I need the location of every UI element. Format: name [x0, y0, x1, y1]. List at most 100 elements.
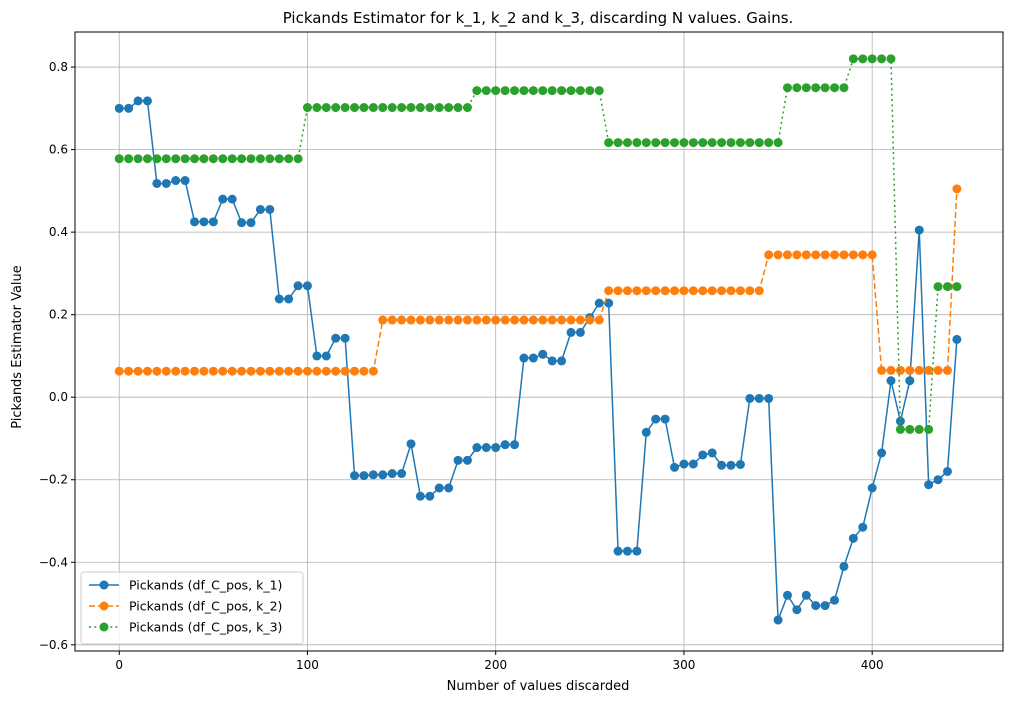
data-point	[491, 443, 501, 453]
y-tick-label: 0.4	[49, 225, 68, 239]
x-tick-label: 200	[484, 658, 507, 672]
data-point	[481, 86, 491, 96]
data-point	[688, 286, 698, 296]
data-point	[867, 54, 877, 64]
data-point	[867, 483, 877, 493]
data-point	[613, 138, 623, 148]
data-point	[331, 366, 341, 376]
data-point	[124, 103, 134, 113]
data-point	[745, 138, 755, 148]
data-point	[895, 424, 905, 434]
x-tick-label: 0	[115, 658, 123, 672]
data-point	[538, 86, 548, 96]
data-point	[246, 154, 256, 164]
data-point	[952, 334, 962, 344]
data-point	[848, 250, 858, 260]
legend: Pickands (df_C_pos, k_1) Pickands (df_C_p…	[80, 571, 304, 645]
data-point	[444, 483, 454, 493]
data-point	[735, 138, 745, 148]
data-point	[820, 83, 830, 93]
data-point	[801, 590, 811, 600]
data-point	[397, 469, 407, 479]
data-point	[632, 138, 642, 148]
data-point	[180, 366, 190, 376]
data-point	[425, 315, 435, 325]
data-point	[378, 315, 388, 325]
data-point	[773, 615, 783, 625]
data-point	[717, 460, 727, 470]
data-point	[933, 475, 943, 485]
data-point	[651, 138, 661, 148]
data-point	[218, 366, 228, 376]
data-point	[641, 286, 651, 296]
data-point	[942, 365, 952, 375]
data-point	[538, 349, 548, 359]
data-point	[641, 138, 651, 148]
data-point	[255, 204, 265, 214]
data-point	[491, 86, 501, 96]
data-point	[481, 315, 491, 325]
data-point	[811, 601, 821, 611]
x-axis-label: Number of values discarded	[447, 679, 630, 694]
data-point	[707, 286, 717, 296]
data-point	[161, 178, 171, 188]
data-point	[387, 103, 397, 113]
data-point	[340, 333, 350, 343]
legend-item: Pickands (df_C_pos, k_3)	[89, 620, 282, 635]
data-point	[886, 376, 896, 386]
data-point	[425, 103, 435, 113]
data-point	[321, 366, 331, 376]
data-point	[585, 86, 595, 96]
data-point	[124, 154, 134, 164]
data-point	[867, 250, 877, 260]
data-point	[858, 250, 868, 260]
data-point	[877, 365, 887, 375]
data-point	[905, 365, 915, 375]
data-point	[171, 366, 181, 376]
data-point	[773, 250, 783, 260]
data-point	[302, 281, 312, 291]
data-point	[190, 154, 200, 164]
data-point	[660, 286, 670, 296]
data-point	[604, 138, 614, 148]
data-point	[142, 96, 152, 106]
data-point	[914, 424, 924, 434]
plot-frame	[74, 31, 1004, 652]
data-point	[491, 315, 501, 325]
data-point	[688, 138, 698, 148]
data-point	[152, 366, 162, 376]
data-point	[415, 103, 425, 113]
x-tick-label: 400	[861, 658, 884, 672]
legend-item: Pickands (df_C_pos, k_2)	[89, 599, 282, 614]
data-point	[321, 351, 331, 361]
series-2	[114, 184, 962, 376]
data-point	[830, 250, 840, 260]
y-tick-label: 0.2	[49, 308, 68, 322]
data-point	[585, 315, 595, 325]
data-point	[528, 315, 538, 325]
y-tick-label: −0.6	[39, 638, 68, 652]
data-point	[350, 103, 360, 113]
data-point	[679, 138, 689, 148]
data-point	[820, 250, 830, 260]
data-point	[142, 154, 152, 164]
data-point	[651, 414, 661, 424]
data-point	[406, 103, 416, 113]
data-point	[500, 440, 510, 450]
legend-item: Pickands (df_C_pos, k_1)	[89, 578, 282, 593]
data-point	[735, 286, 745, 296]
data-point	[397, 315, 407, 325]
data-point	[218, 154, 228, 164]
data-point	[161, 154, 171, 164]
data-point	[942, 466, 952, 476]
data-point	[340, 103, 350, 113]
data-point	[858, 522, 868, 532]
data-point	[698, 286, 708, 296]
data-point	[510, 86, 520, 96]
data-point	[745, 286, 755, 296]
data-point	[632, 286, 642, 296]
data-point	[547, 356, 557, 366]
data-point	[510, 315, 520, 325]
legend-marker	[99, 622, 109, 632]
